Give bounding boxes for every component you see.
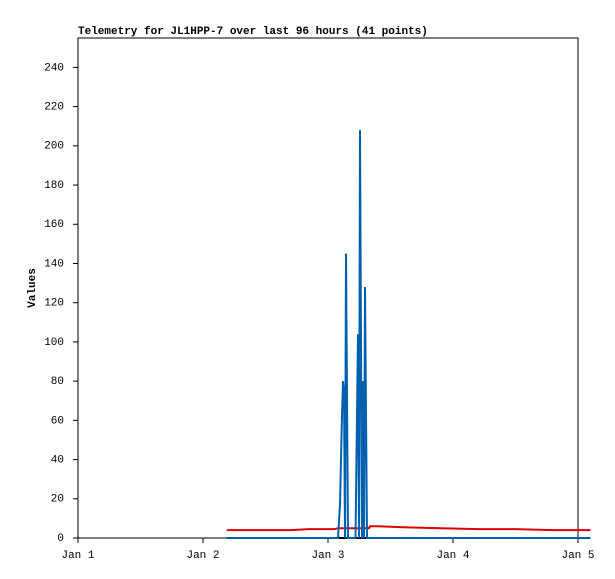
- y-tick-label: 100: [44, 337, 64, 349]
- y-tick-label: 180: [44, 180, 64, 192]
- y-tick-label: 60: [51, 415, 64, 427]
- y-tick-label: 0: [57, 533, 64, 545]
- plot-frame: [77, 37, 579, 539]
- x-tick-label: Jan 5: [561, 550, 594, 562]
- series-line: [226, 525, 591, 532]
- series-line: [226, 130, 591, 539]
- y-tick-label: 80: [51, 376, 64, 388]
- y-axis-label: Values: [27, 268, 39, 308]
- y-tick-label: 160: [44, 219, 64, 231]
- y-tick-label: 140: [44, 258, 64, 270]
- y-tick-label: 120: [44, 298, 64, 310]
- chart-title: Telemetry for JL1HPP-7 over last 96 hour…: [78, 26, 428, 38]
- x-tick-label: Jan 2: [186, 550, 219, 562]
- y-tick-label: 240: [44, 62, 64, 74]
- y-tick-label: 40: [51, 454, 64, 466]
- y-tick-label: 20: [51, 494, 64, 506]
- y-tick-label: 220: [44, 102, 64, 114]
- x-tick-label: Jan 1: [61, 550, 94, 562]
- y-tick-label: 200: [44, 141, 64, 153]
- x-tick-label: Jan 4: [436, 550, 469, 562]
- x-tick-label: Jan 3: [311, 550, 344, 562]
